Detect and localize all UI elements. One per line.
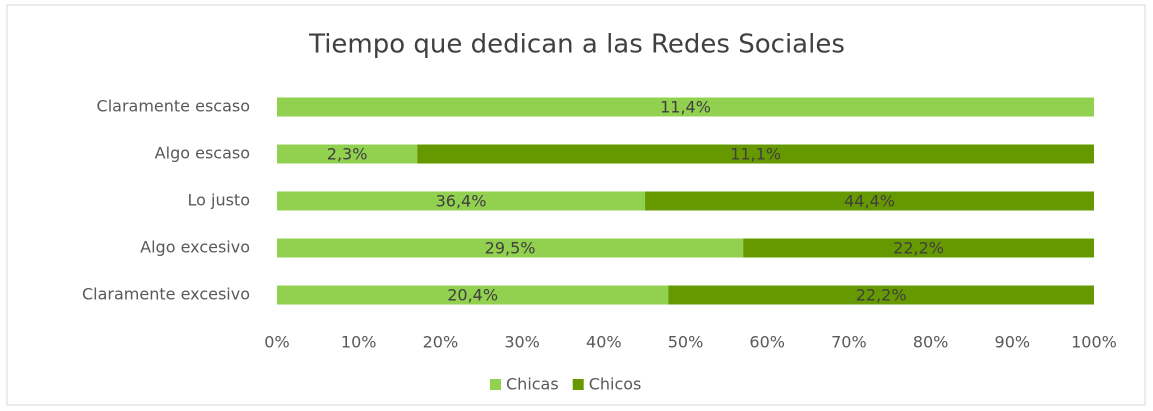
data-label: 20,4% bbox=[447, 286, 498, 305]
x-tick-label: 70% bbox=[831, 333, 867, 352]
data-label: 2,3% bbox=[327, 145, 368, 164]
data-label: 44,4% bbox=[844, 192, 895, 211]
y-tick-label: Algo escaso bbox=[155, 144, 250, 163]
bar-segment bbox=[277, 191, 646, 211]
x-tick-label: 40% bbox=[586, 333, 622, 352]
bar-segment bbox=[743, 238, 1094, 258]
legend-label: Chicas bbox=[506, 375, 559, 394]
bar-segment bbox=[277, 238, 744, 258]
chart-title: Tiempo que dedican a las Redes Sociales bbox=[308, 30, 845, 60]
y-tick-label: Lo justo bbox=[188, 191, 251, 210]
x-tick-label: 0% bbox=[264, 333, 289, 352]
x-tick-label: 10% bbox=[341, 333, 377, 352]
data-label: 22,2% bbox=[893, 239, 944, 258]
bar-segment bbox=[417, 144, 1095, 164]
bar-segment bbox=[277, 144, 418, 164]
data-label: 29,5% bbox=[485, 239, 536, 258]
bar-segment bbox=[277, 285, 669, 305]
bar-segment bbox=[277, 97, 1094, 117]
data-label: 22,2% bbox=[856, 286, 907, 305]
legend-label: Chicos bbox=[589, 375, 642, 394]
y-tick-label: Claramente excesivo bbox=[82, 285, 250, 304]
data-label: 36,4% bbox=[436, 192, 487, 211]
x-tick-label: 90% bbox=[995, 333, 1031, 352]
bar-segment bbox=[668, 285, 1094, 305]
bar-segment bbox=[645, 191, 1094, 211]
data-label: 11,4% bbox=[660, 98, 711, 117]
legend-swatch bbox=[572, 379, 584, 390]
x-tick-label: 80% bbox=[913, 333, 949, 352]
x-tick-label: 100% bbox=[1071, 333, 1117, 352]
x-tick-label: 50% bbox=[668, 333, 704, 352]
y-tick-label: Claramente escaso bbox=[97, 97, 250, 116]
y-tick-label: Algo excesivo bbox=[140, 238, 250, 257]
x-tick-label: 20% bbox=[423, 333, 459, 352]
legend-swatch bbox=[490, 379, 501, 390]
x-tick-label: 60% bbox=[749, 333, 785, 352]
x-tick-label: 30% bbox=[504, 333, 540, 352]
data-label: 11,1% bbox=[730, 145, 781, 164]
